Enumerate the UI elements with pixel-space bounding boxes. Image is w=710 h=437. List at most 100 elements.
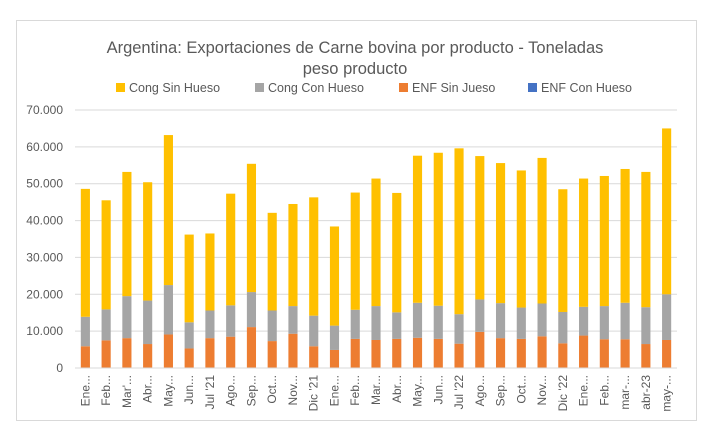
bar-segment-cong-con-hueso: [558, 311, 568, 344]
bar-segment-cong-con-hueso: [267, 310, 277, 342]
bar-segment-enf-sin-jueso: [122, 338, 132, 368]
bar-segment-cong-con-hueso: [122, 296, 132, 339]
bar-segment-enf-sin-jueso: [392, 338, 402, 368]
legend-label-cong-con-hueso: Cong Con Hueso: [268, 81, 364, 95]
bar-segment-cong-con-hueso: [641, 307, 651, 345]
bar-segment-enf-sin-jueso: [329, 349, 340, 368]
bar-segment-cong-con-hueso: [579, 306, 589, 336]
bar-segment-enf-sin-jueso: [620, 339, 630, 368]
bar-segment-enf-sin-jueso: [226, 336, 236, 368]
bar-segment-cong-sin-hueso: [205, 233, 215, 311]
legend-item-enf-sin-jueso: ENF Sin Jueso: [399, 81, 495, 95]
legend-swatch-enf-con-hueso: [528, 83, 537, 92]
bar-segment-cong-con-hueso: [475, 299, 485, 332]
bar-segment-cong-sin-hueso: [329, 226, 340, 326]
x-tick-label: Feb...: [597, 375, 611, 406]
bar-segment-cong-sin-hueso: [371, 178, 381, 307]
bar-segment-cong-con-hueso: [163, 285, 173, 335]
bar-segment-enf-sin-jueso: [558, 343, 568, 368]
bar-segment-enf-sin-jueso: [662, 339, 672, 368]
bar-segment-enf-sin-jueso: [433, 338, 443, 368]
bar-segment-cong-con-hueso: [412, 302, 423, 338]
legend-swatch-cong-sin-hueso: [116, 83, 125, 92]
bar-segment-cong-con-hueso: [620, 302, 630, 340]
x-tick-label: Jul '21: [203, 375, 217, 410]
x-tick-label: Feb...: [99, 375, 113, 406]
bar-segment-cong-con-hueso: [184, 322, 194, 349]
x-tick-label: Feb...: [348, 375, 362, 406]
x-tick-label: May...: [161, 375, 175, 407]
bar-segment-cong-sin-hueso: [579, 178, 589, 307]
y-tick-label: 10.000: [26, 324, 63, 338]
bar-segment-cong-con-hueso: [80, 316, 90, 347]
bar-segment-cong-sin-hueso: [309, 197, 319, 316]
bar-segment-cong-con-hueso: [454, 314, 464, 344]
x-tick-label: Ago...: [224, 375, 238, 406]
bar-segment-cong-con-hueso: [309, 315, 319, 347]
x-tick-label: Jun...: [431, 375, 445, 404]
bar-segment-cong-sin-hueso: [620, 168, 630, 303]
bar-segment-enf-sin-jueso: [143, 344, 153, 368]
x-tick-label: Dic '21: [307, 375, 321, 412]
x-tick-label: Nov...: [535, 375, 549, 405]
bar-segment-enf-sin-jueso: [641, 344, 651, 368]
x-tick-label: Oct...: [265, 375, 279, 404]
y-tick-label: 20.000: [26, 287, 63, 301]
bar-segment-cong-sin-hueso: [80, 188, 90, 317]
bar-segment-cong-con-hueso: [433, 305, 443, 339]
bar-segment-cong-sin-hueso: [143, 182, 153, 301]
bar-segment-cong-con-hueso: [143, 300, 153, 345]
x-tick-label: may-...: [660, 375, 674, 412]
x-tick-label: Ago...: [473, 375, 487, 406]
bar-segment-enf-sin-jueso: [184, 348, 194, 368]
legend-label-enf-sin-jueso: ENF Sin Jueso: [412, 81, 496, 95]
bar-segment-cong-sin-hueso: [122, 171, 132, 297]
bar-segment-cong-con-hueso: [226, 305, 236, 337]
y-tick-label: 70.000: [26, 103, 63, 117]
chart-legend: Cong Sin Hueso Cong Con Hueso ENF Sin Ju…: [0, 81, 710, 97]
x-tick-label: Jul '22: [452, 375, 466, 410]
bar-segment-enf-sin-jueso: [516, 338, 526, 368]
bar-segment-cong-con-hueso: [288, 306, 298, 334]
bar-segment-enf-sin-jueso: [267, 341, 277, 368]
legend-label-cong-sin-hueso: Cong Sin Hueso: [129, 81, 221, 95]
x-tick-label: Oct...: [514, 375, 528, 404]
bar-segment-cong-sin-hueso: [475, 156, 485, 300]
x-tick-label: Ene...: [78, 375, 92, 406]
bar-segment-cong-sin-hueso: [495, 163, 506, 304]
bar-segment-enf-sin-jueso: [101, 340, 111, 368]
bar-segment-cong-con-hueso: [246, 292, 257, 328]
x-tick-label: Sep...: [244, 375, 258, 406]
bar-segment-cong-con-hueso: [350, 309, 360, 339]
x-tick-label: Mar...: [369, 375, 383, 405]
bar-segment-enf-sin-jueso: [309, 346, 319, 368]
bar-segment-cong-con-hueso: [537, 303, 547, 337]
y-tick-label: 30.000: [26, 250, 63, 264]
x-tick-label: Abr...: [141, 375, 155, 403]
bar-segment-cong-con-hueso: [392, 312, 402, 339]
bar-segment-enf-sin-jueso: [163, 334, 173, 368]
bar-segment-enf-sin-jueso: [350, 338, 360, 368]
bar-segment-cong-sin-hueso: [267, 212, 277, 311]
y-tick-label: 50.000: [26, 177, 63, 191]
x-tick-label: Nov...: [286, 375, 300, 405]
bar-segment-cong-sin-hueso: [226, 193, 236, 306]
bar-segment-cong-sin-hueso: [101, 200, 111, 310]
x-tick-label: Mar'...: [120, 375, 134, 408]
y-tick-label: 0: [56, 361, 63, 375]
bar-segment-cong-con-hueso: [662, 294, 672, 340]
x-tick-label: Dic '22: [556, 375, 570, 412]
bar-segment-cong-sin-hueso: [433, 152, 443, 306]
bar-segment-cong-sin-hueso: [537, 157, 547, 304]
bar-segment-cong-sin-hueso: [184, 234, 194, 323]
chart-title: Argentina: Exportaciones de Carne bovina…: [0, 38, 710, 80]
x-tick-label: Jun...: [182, 375, 196, 404]
bar-segment-enf-sin-jueso: [205, 338, 215, 368]
bar-segment-cong-con-hueso: [329, 325, 340, 350]
bar-segment-cong-sin-hueso: [163, 135, 173, 286]
bar-segment-enf-sin-jueso: [537, 336, 547, 368]
bar-segment-enf-sin-jueso: [495, 338, 506, 368]
legend-label-enf-con-hueso: ENF Con Hueso: [541, 81, 633, 95]
bar-segment-cong-sin-hueso: [412, 155, 423, 303]
bar-segment-cong-con-hueso: [371, 306, 381, 340]
